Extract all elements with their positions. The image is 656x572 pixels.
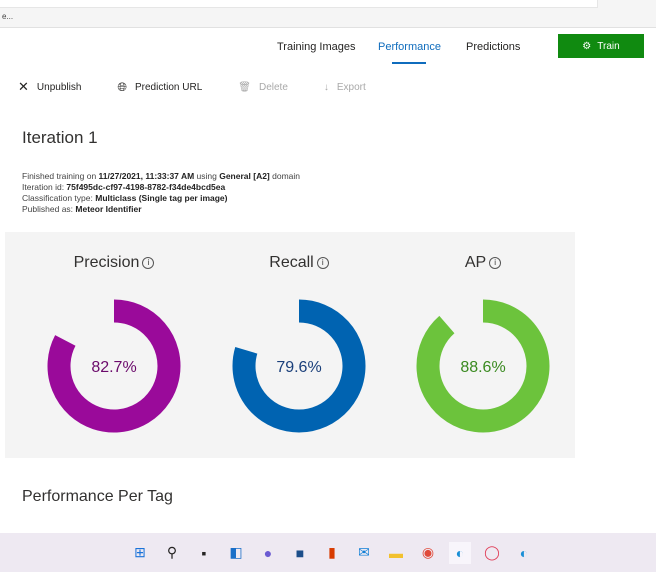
performance-per-tag-heading: Performance Per Tag <box>22 488 173 505</box>
info-icon[interactable]: i <box>316 256 329 269</box>
delete-label: Delete <box>258 81 288 93</box>
unpublish-button[interactable]: ✕ Unpublish <box>18 79 81 95</box>
opera-icon[interactable]: ◯ <box>484 544 500 560</box>
finished-label: Finished training on <box>22 171 99 181</box>
start-icon[interactable]: ⊞ <box>134 544 146 560</box>
tab-predictions[interactable]: Predictions <box>466 41 521 53</box>
train-label: Train <box>597 40 620 52</box>
published-name: Meteor Identifier <box>75 204 142 214</box>
breadcrumb[interactable]: e... <box>2 12 14 21</box>
office-icon[interactable]: ▮ <box>328 544 336 560</box>
globe-icon: 🌐︎ <box>117 79 127 94</box>
prediction-url-button[interactable]: 🌐︎ Prediction URL <box>117 79 202 95</box>
store-icon[interactable]: ■ <box>295 544 305 561</box>
finished-date: 11/27/2021, 11:33:37 AM <box>98 171 195 181</box>
using-text: using <box>194 171 220 181</box>
iteration-title: Iteration 1 <box>22 128 98 147</box>
export-button[interactable]: ↓ Export <box>324 79 366 95</box>
taskbar: ⊞ ⚲ ▪ ◧ ● ■ ▮ ✉ ▬ ◉ ◐ ◯ ◐ <box>0 533 656 572</box>
edge-beta-icon[interactable]: ◐ <box>519 544 529 561</box>
address-area <box>0 0 598 8</box>
info-icon[interactable]: i <box>489 256 502 269</box>
donut-charts: 82.7% 79.6% 88.6% <box>47 299 550 433</box>
tab-training-images[interactable]: Training Images <box>277 41 356 53</box>
edge-icon[interactable]: ◐ <box>449 541 471 564</box>
prediction-url-label: Prediction URL <box>135 81 203 93</box>
donut-arc-recall <box>232 299 366 433</box>
donut-value-precision: 82.7% <box>91 359 136 376</box>
metric-title: AP <box>464 254 487 271</box>
metric-recall: Recall i <box>209 254 389 272</box>
metric-ap: AP i <box>393 254 573 272</box>
tab-performance[interactable]: Performance <box>378 41 441 64</box>
export-label: Export <box>336 81 366 93</box>
donut-arc-precision <box>47 299 181 433</box>
domain: General [A2] <box>219 171 270 181</box>
close-icon: ✕ <box>18 79 29 94</box>
domain-suffix: domain <box>269 171 301 181</box>
iteration-details: Finished training on 11/27/2021, 11:33:3… <box>22 171 300 215</box>
id-label: Iteration id: <box>22 182 67 192</box>
nav-bar: Training Images Performance Predictions … <box>0 28 656 66</box>
metric-title: Recall <box>269 254 314 271</box>
chrome-icon[interactable]: ◉ <box>421 544 435 560</box>
trash-icon: 🗑︎ <box>238 81 251 93</box>
donut-value-ap: 88.6% <box>460 359 505 376</box>
task-view-icon[interactable]: ▪ <box>201 544 207 561</box>
metrics-panel: Precision i Recall i AP i 82.7% 79.6% 88.6% <box>5 232 575 458</box>
file-explorer-icon[interactable]: ▬ <box>389 544 403 561</box>
donut-arc-ap <box>416 299 550 433</box>
gears-icon: ⚙ <box>582 40 592 52</box>
metric-title: Precision <box>73 254 140 271</box>
toolbar: ✕ Unpublish 🌐︎ Prediction URL 🗑︎ Delete ↓ Ex… <box>18 79 402 95</box>
unpublish-label: Unpublish <box>36 81 82 93</box>
published-label: Published as: <box>22 204 76 214</box>
widgets-icon[interactable]: ◧ <box>229 544 243 560</box>
download-icon: ↓ <box>323 81 329 93</box>
class-label: Classification type: <box>22 193 96 203</box>
browser-top: e... <box>0 0 656 28</box>
train-button[interactable]: ⚙ Train <box>558 34 644 58</box>
donut-value-recall: 79.6% <box>276 359 321 376</box>
metric-precision: Precision i <box>24 254 204 272</box>
classification-type: Multiclass (Single tag per image) <box>95 193 228 203</box>
delete-button[interactable]: 🗑︎ Delete <box>238 79 288 95</box>
iteration-id: 75f495dc-cf97-4198-8782-f34de4bcd5ea <box>66 182 226 192</box>
teams-chat-icon[interactable]: ● <box>263 544 273 561</box>
search-icon[interactable]: ⚲ <box>166 544 178 560</box>
mail-icon[interactable]: ✉ <box>358 544 370 560</box>
info-icon[interactable]: i <box>142 256 155 269</box>
